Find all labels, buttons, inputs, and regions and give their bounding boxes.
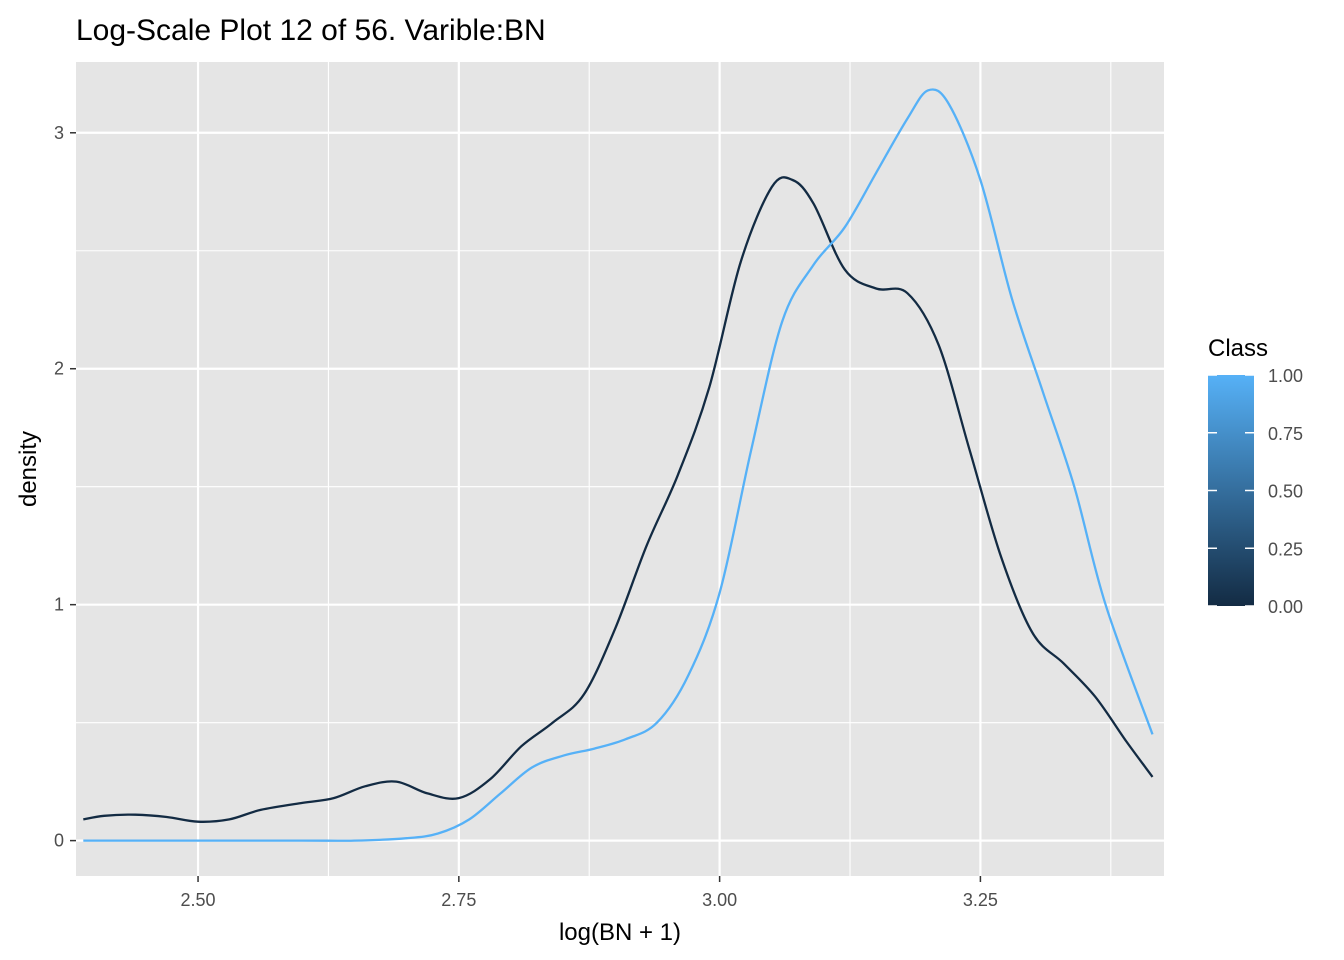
colorbar-label: 0.00 — [1268, 597, 1303, 617]
colorbar-label: 1.00 — [1268, 366, 1303, 386]
chart-title: Log-Scale Plot 12 of 56. Varible:BN — [76, 14, 546, 47]
x-tick-label: 2.75 — [441, 890, 476, 910]
x-axis-title: log(BN + 1) — [559, 919, 681, 946]
legend-title: Class — [1208, 335, 1268, 362]
density-lines — [83, 88, 1154, 842]
x-axis: 2.50 2.75 3.00 3.25 — [181, 876, 998, 910]
colorbar-label: 0.25 — [1268, 539, 1303, 559]
density-line-class-0 — [83, 176, 1154, 823]
x-tick-label: 2.50 — [181, 890, 216, 910]
colorbar-label: 0.75 — [1268, 424, 1303, 444]
legend: Class 1.00 0.75 0.50 0.25 0.00 — [1208, 335, 1303, 617]
x-tick-label: 3.25 — [963, 890, 998, 910]
plot-panel — [76, 62, 1164, 876]
x-tick-label: 3.00 — [702, 890, 737, 910]
density-line-class-1 — [83, 88, 1154, 842]
minor-gridlines — [76, 62, 1164, 876]
y-axis: 0 1 2 3 — [54, 123, 76, 851]
y-tick-label: 3 — [54, 123, 64, 143]
y-tick-label: 0 — [54, 831, 64, 851]
y-tick-label: 1 — [54, 595, 64, 615]
colorbar-ticks: 1.00 0.75 0.50 0.25 0.00 — [1208, 366, 1303, 617]
colorbar-label: 0.50 — [1268, 482, 1303, 502]
y-tick-label: 2 — [54, 359, 64, 379]
y-axis-title: density — [15, 431, 42, 507]
